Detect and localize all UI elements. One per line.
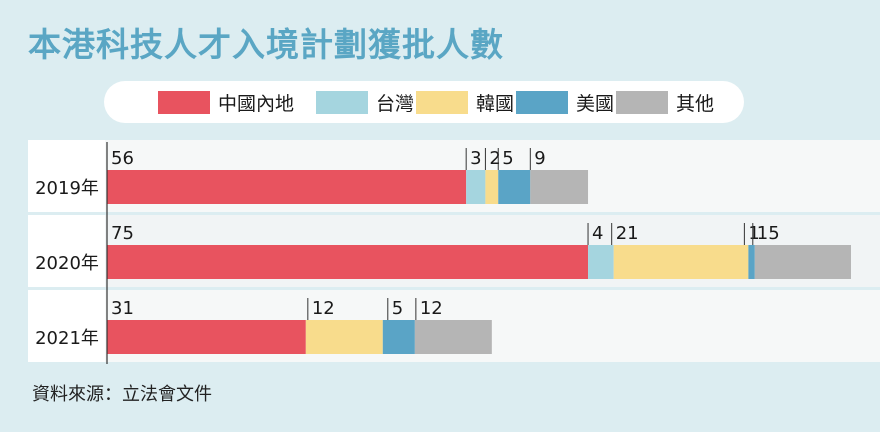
data-label: 56 xyxy=(111,148,134,169)
data-label: 1 xyxy=(748,223,759,244)
source-note: 資料來源：立法會文件 xyxy=(32,384,212,405)
legend-label: 其他 xyxy=(676,92,715,115)
legend-item: 台灣 xyxy=(316,81,414,123)
bar-segment xyxy=(414,320,492,354)
legend-item: 中國內地 xyxy=(158,81,294,123)
legend: 中國內地 台灣 韓國 美國 其他 xyxy=(104,81,744,123)
category-label: 2019年 xyxy=(35,178,99,199)
row-label-cell xyxy=(28,215,105,287)
data-label: 12 xyxy=(420,298,443,319)
data-label: 2 xyxy=(489,148,500,169)
bar-segment xyxy=(485,170,499,204)
legend-swatch xyxy=(416,90,468,114)
bar-segment xyxy=(466,170,486,204)
bar-segment xyxy=(107,170,467,204)
legend-label: 中國內地 xyxy=(218,92,295,115)
bar-segment xyxy=(498,170,531,204)
bar-segment xyxy=(748,245,755,279)
data-label: 12 xyxy=(312,298,335,319)
data-label: 9 xyxy=(534,148,545,169)
data-label: 21 xyxy=(616,223,639,244)
category-label: 2021年 xyxy=(35,328,99,349)
bar-segment xyxy=(107,245,589,279)
chart-title: 本港科技人才入境計劃獲批人數 xyxy=(28,25,504,64)
data-label: 5 xyxy=(502,148,513,169)
legend-item: 韓國 xyxy=(416,81,514,123)
bar-segment xyxy=(305,320,383,354)
category-label: 2020年 xyxy=(35,253,99,274)
legend-swatch xyxy=(316,90,368,114)
legend-label: 韓國 xyxy=(476,92,515,115)
legend-swatch xyxy=(516,90,568,114)
data-label: 5 xyxy=(392,298,403,319)
bar-segment xyxy=(530,170,589,204)
bar-segment xyxy=(107,320,306,354)
legend-swatch xyxy=(616,90,668,114)
legend-item: 其他 xyxy=(616,81,714,123)
data-label: 15 xyxy=(757,223,780,244)
data-label: 31 xyxy=(111,298,134,319)
data-label: 3 xyxy=(470,148,481,169)
legend-item: 美國 xyxy=(516,81,614,123)
bar-segment xyxy=(754,245,851,279)
legend-label: 美國 xyxy=(576,92,615,115)
legend-swatch xyxy=(158,90,210,114)
legend-label: 台灣 xyxy=(376,92,415,115)
row-label-cell xyxy=(28,140,105,212)
data-label: 4 xyxy=(592,223,603,244)
row-label-cell xyxy=(28,290,105,362)
bar-segment xyxy=(382,320,415,354)
data-label: 75 xyxy=(111,223,134,244)
bar-segment xyxy=(588,245,614,279)
bar-segment xyxy=(613,245,749,279)
